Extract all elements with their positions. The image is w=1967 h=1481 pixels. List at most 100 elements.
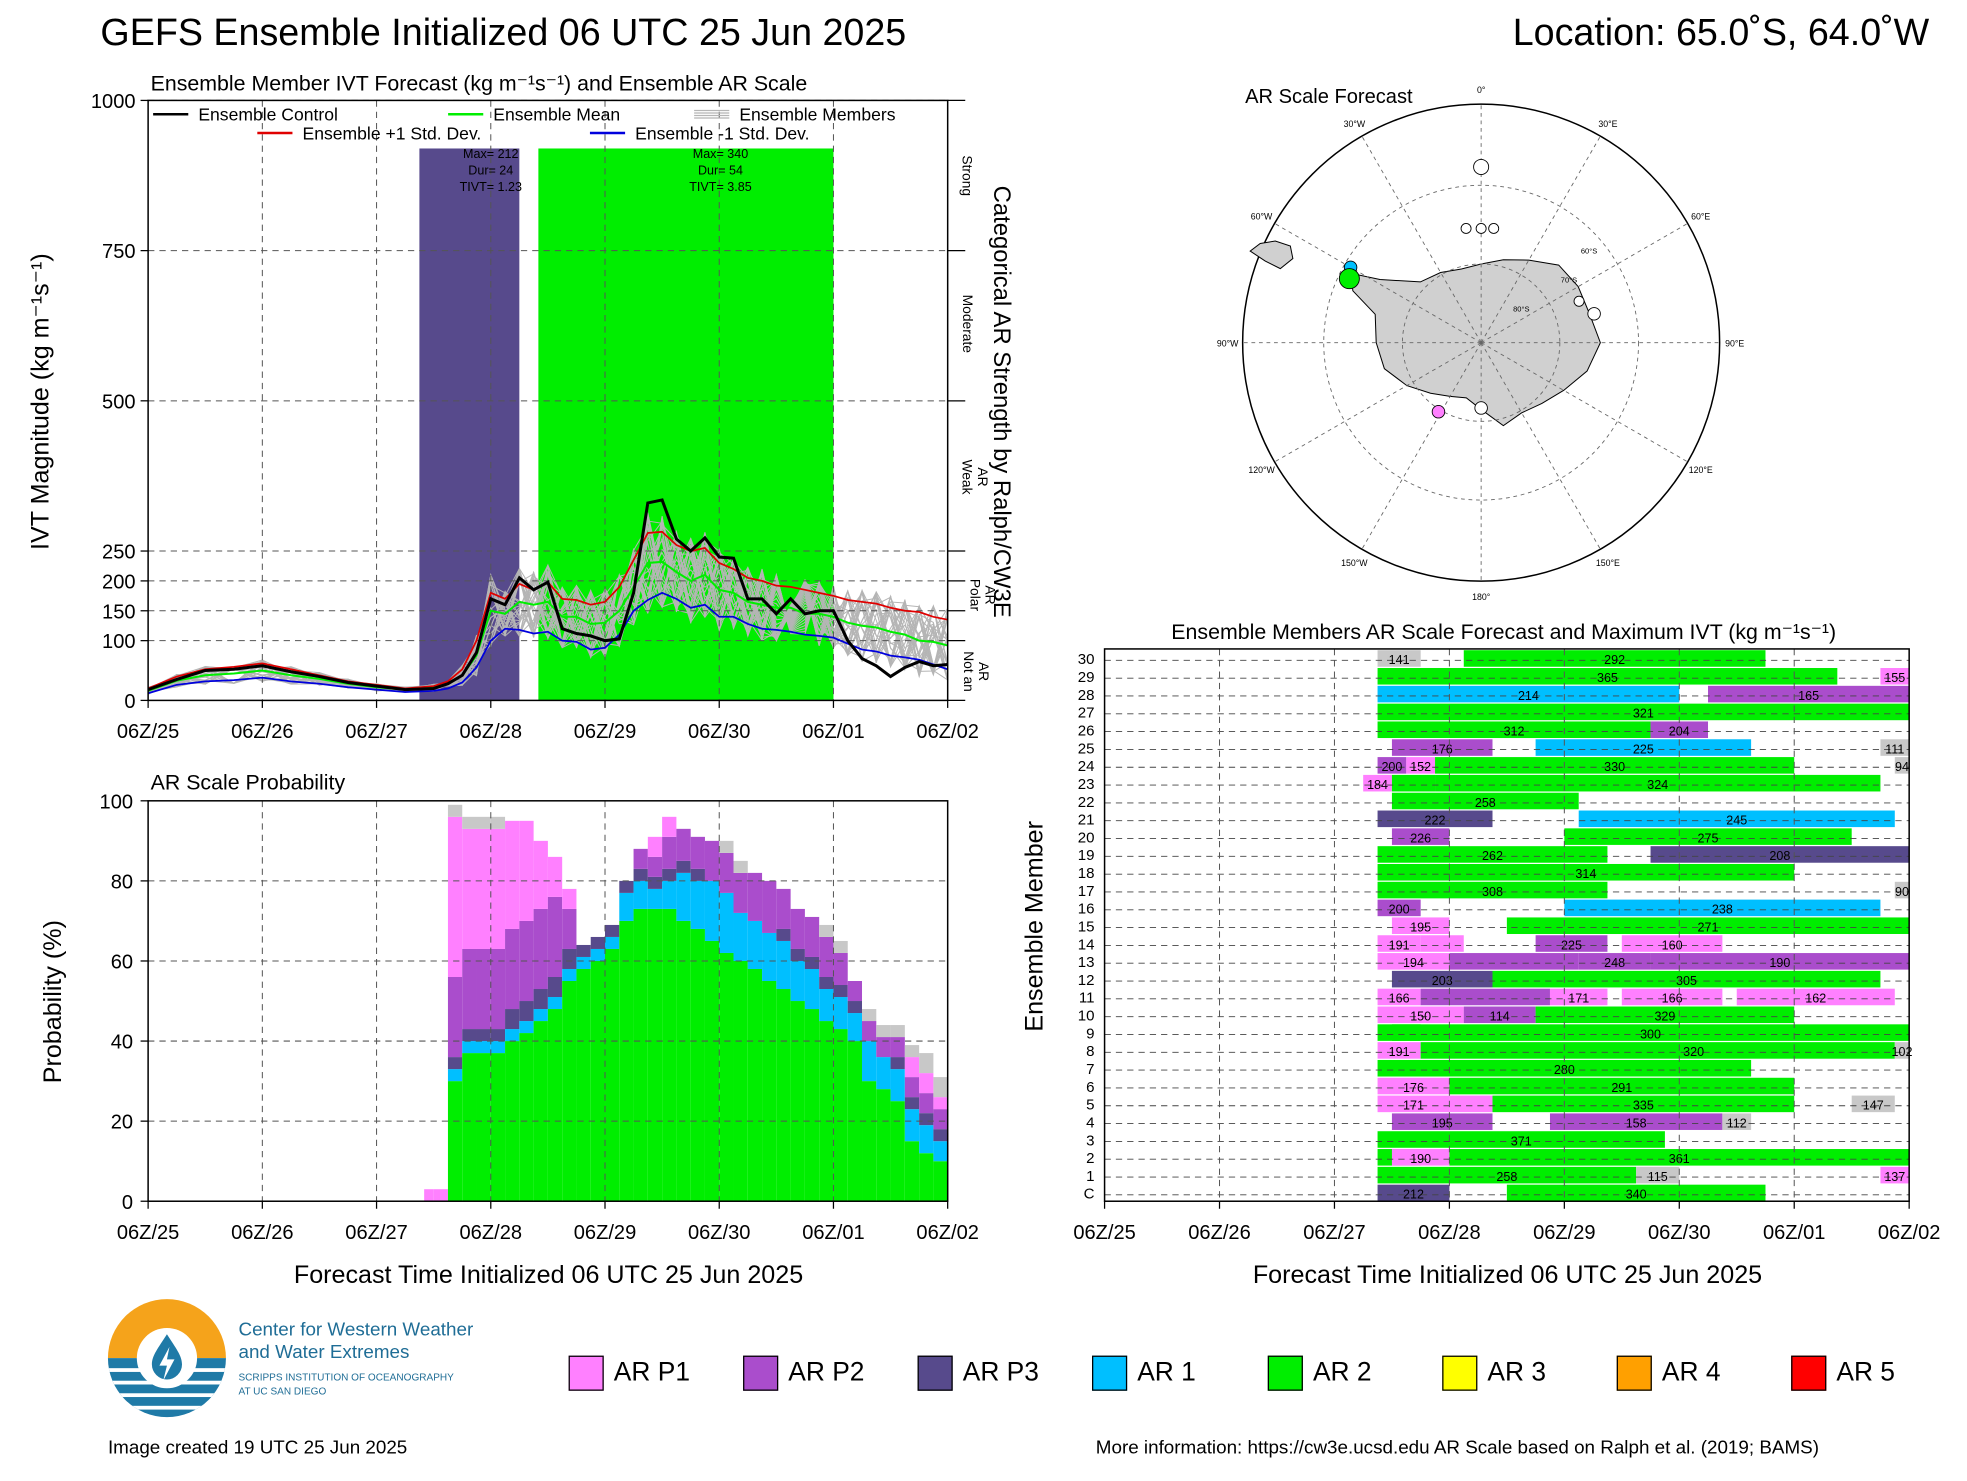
members-xlabel: Forecast Time Initialized 06 UTC 25 Jun … — [1252, 1261, 1763, 1290]
member-label-21-1: 245 — [1726, 814, 1747, 828]
prob-bar-AR1-4 — [476, 1041, 491, 1054]
prob-bar-Other-3 — [462, 816, 477, 829]
ivt-xlabel-4: 06Z/29 — [574, 721, 637, 743]
member-label-1-1: 115 — [1648, 1170, 1668, 1184]
prob-bar-AR1-16 — [647, 888, 663, 909]
more-info: More information: https://cw3e.ucsd.edu … — [1095, 1437, 1819, 1459]
member-label-C-1: 340 — [1626, 1188, 1647, 1202]
member-bar-19-0 — [1377, 846, 1608, 863]
member-bar-16-1 — [1564, 899, 1881, 917]
lon-label-3: 90°E — [1725, 338, 1744, 348]
prob-bar-ARP2-32 — [876, 1037, 891, 1058]
prob-bar-ARP2-4 — [476, 948, 491, 1030]
legend-item-ar-3: AR 3 — [1442, 1355, 1546, 1391]
meridian-11 — [1361, 135, 1482, 343]
member-xlabel-6: 06Z/01 — [1763, 1222, 1826, 1244]
member-label-24-1: 152 — [1410, 760, 1431, 774]
member-bar-6-0 — [1377, 1077, 1450, 1095]
prob-bar-AR2-28 — [819, 1021, 834, 1202]
member-bar-26-0 — [1377, 721, 1651, 739]
member-ylabel-11: 11 — [1079, 990, 1095, 1007]
map-point-7 — [1431, 404, 1446, 419]
member-ylabel-18: 18 — [1078, 865, 1095, 882]
member-label-23-2: 324 — [1647, 778, 1668, 792]
prob-bar-AR1-10 — [562, 968, 577, 982]
prob-bar-AR2-17 — [662, 908, 677, 1202]
map-point-0 — [1473, 158, 1490, 175]
prob-xlabel-7: 06Z/02 — [916, 1222, 979, 1244]
legend-plus-text: Ensemble +1 Std. Dev. — [303, 123, 482, 143]
ar-cat-2: Weak AR — [960, 459, 990, 494]
member-ylabel-9: 9 — [1086, 1025, 1094, 1042]
prob-bar-ARP2-17 — [662, 836, 677, 869]
member-bar-29-0 — [1377, 668, 1838, 685]
prob-bar-ARP3-13 — [605, 924, 620, 937]
prob-ylabel-60: 60 — [111, 952, 133, 974]
member-ylabel-20: 20 — [1078, 829, 1095, 846]
member-bar-1-1 — [1636, 1166, 1680, 1184]
member-label-27-0: 321 — [1633, 707, 1654, 721]
member-bar-5-2 — [1492, 1095, 1795, 1113]
member-bar-11-1 — [1420, 988, 1550, 1006]
member-label-8-0: 191 — [1389, 1045, 1410, 1059]
prob-bar-ARP1-7 — [519, 820, 534, 921]
prob-bar-ARP3-18 — [676, 860, 691, 873]
prob-bar-AR2-18 — [676, 920, 691, 1202]
prob-bar-ARP3-7 — [519, 1001, 534, 1022]
member-bar-6-1 — [1449, 1077, 1795, 1095]
lat-label-2: 80°S — [1513, 304, 1529, 313]
prob-bar-ARP2-36 — [933, 1109, 948, 1130]
member-ylabel-24: 24 — [1078, 758, 1095, 775]
prob-bar-AR1-3 — [462, 1041, 477, 1054]
prob-bar-ARP3-29 — [833, 985, 848, 998]
prob-bar-AR1-22 — [733, 912, 748, 961]
prob-bar-ARP3-6 — [505, 1009, 520, 1030]
prob-frame — [147, 800, 949, 1202]
member-label-14-2: 225 — [1561, 938, 1582, 952]
prob-bar-ARP1-16 — [647, 836, 663, 857]
member-ylabel-19: 19 — [1078, 847, 1095, 864]
member-label-19-0: 262 — [1482, 849, 1503, 863]
lon-label-6: 180° — [1472, 592, 1490, 602]
prob-bar-ARP3-4 — [476, 1029, 491, 1042]
prob-bar-AR2-13 — [605, 948, 620, 1202]
prob-bar-AR1-19 — [690, 880, 705, 929]
prob-bar-AR2-36 — [933, 1161, 948, 1202]
legend-label: AR 1 — [1137, 1358, 1196, 1387]
meridian-7 — [1361, 342, 1482, 550]
prob-bar-ARP3-30 — [847, 1001, 863, 1014]
prob-bar-AR2-16 — [647, 908, 663, 1202]
prob-bar-ARP3-27 — [804, 956, 820, 969]
member-ylabel-26: 26 — [1078, 723, 1095, 740]
member-bar-18-0 — [1377, 863, 1795, 881]
lat-label-0: 60°S — [1581, 247, 1597, 256]
member-bar-13-3 — [1650, 953, 1910, 970]
ivt-ylabel-0: 0 — [124, 691, 135, 713]
member-label-16-1: 238 — [1712, 903, 1733, 917]
prob-bar-ARP3-2 — [447, 1057, 463, 1070]
member-bar-4-2 — [1722, 1113, 1752, 1130]
map-title: AR Scale Forecast — [1245, 86, 1413, 108]
ivt-ylabel-100: 100 — [102, 631, 136, 653]
member-bar-21-1 — [1578, 810, 1895, 828]
ar-cat-text-b: AR — [976, 662, 991, 681]
ivt-xlabel-6: 06Z/01 — [802, 721, 865, 743]
prob-bar-ARP2-2 — [447, 976, 463, 1058]
prob-bar-ARP1-2 — [447, 816, 463, 977]
prob-bar-Other-31 — [862, 1009, 877, 1022]
member-bar-C-1 — [1506, 1184, 1766, 1202]
member-ylabel-28: 28 — [1078, 687, 1095, 704]
ivt-ylabel-1000: 1000 — [91, 91, 136, 113]
meridian-4 — [1480, 342, 1688, 463]
legend-item-ar-4: AR 4 — [1616, 1355, 1720, 1391]
prob-bar-ARP3-8 — [533, 989, 548, 1010]
prob-bar-ARP3-34 — [904, 1097, 920, 1110]
meridian-2 — [1480, 223, 1688, 344]
prob-xlabel-3: 06Z/28 — [460, 1222, 523, 1244]
legend-item-ar-p3: AR P3 — [917, 1355, 1039, 1391]
member-bar-16-0 — [1377, 899, 1421, 917]
prob-bar-ARP1-34 — [904, 1057, 920, 1078]
legend-swatch — [1791, 1355, 1827, 1391]
member-bar-19-1 — [1650, 846, 1910, 863]
prob-bar-ARP1-3 — [462, 828, 477, 949]
